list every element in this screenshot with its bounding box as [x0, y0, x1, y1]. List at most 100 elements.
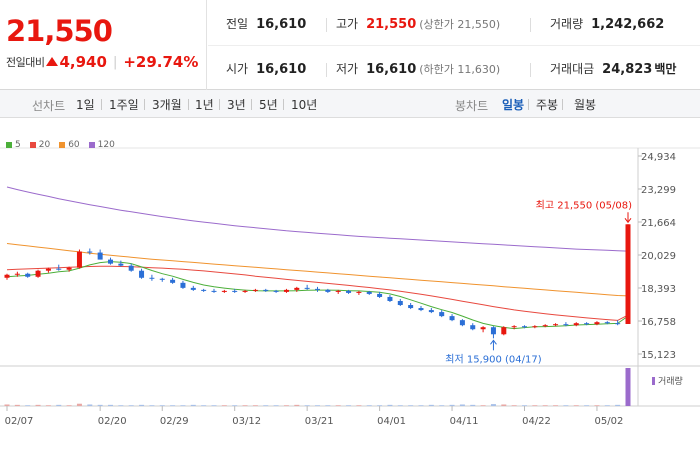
stat-label: 거래대금 — [550, 62, 595, 76]
candle-body — [87, 251, 93, 253]
divider — [144, 99, 145, 110]
volume-bar — [25, 405, 31, 406]
period-3m-button[interactable]: 3개월 — [152, 98, 182, 112]
candle-body — [625, 224, 631, 324]
y-tick-label: 16,758 — [641, 317, 676, 328]
divider — [219, 99, 220, 110]
stat-low: 저가 16,610 (하한가 11,630) — [336, 60, 500, 77]
stat-value: 21,550 — [366, 17, 417, 32]
volume-bar — [553, 405, 559, 406]
volume-bar — [283, 405, 289, 406]
period-1d-button[interactable]: 1일 — [76, 98, 95, 112]
candle-body — [377, 293, 383, 297]
divider — [528, 99, 529, 110]
legend-label: 120 — [97, 140, 115, 150]
candle-body — [356, 291, 362, 293]
low-arrow-head — [490, 339, 497, 345]
candle-body — [201, 289, 207, 291]
volume-bar — [356, 405, 362, 406]
candle-body — [315, 288, 320, 290]
volume-bar — [263, 405, 269, 406]
volume-bar — [118, 405, 124, 406]
volume-bar — [470, 404, 476, 406]
candle-monthly-button[interactable]: 월봉 — [574, 98, 597, 112]
candle-body — [76, 251, 82, 268]
candle-body — [304, 287, 310, 289]
volume-bar — [159, 405, 165, 406]
candle-body — [4, 274, 10, 278]
volume-bar — [459, 404, 465, 406]
candle-body — [542, 325, 548, 327]
candle-body — [108, 259, 113, 264]
volume-bar — [346, 405, 352, 406]
divider — [326, 63, 327, 77]
legend-swatch — [88, 142, 95, 148]
x-tick-label: 02/07 — [5, 416, 34, 427]
volume-bar — [573, 405, 579, 406]
period-5y-button[interactable]: 5년 — [259, 98, 278, 112]
stat-high: 고가 21,550 (상한가 21,550) — [336, 15, 500, 32]
y-tick-label: 15,123 — [641, 350, 676, 361]
candle-body — [397, 300, 403, 306]
volume-bar — [366, 405, 372, 406]
volume-bar — [211, 405, 217, 406]
volume-bar — [532, 405, 538, 406]
period-1y-button[interactable]: 1년 — [195, 98, 214, 112]
volume-bar — [108, 404, 113, 406]
candle-daily-button[interactable]: 일봉 — [502, 98, 525, 112]
candle-body — [346, 290, 352, 293]
x-tick-label: 03/12 — [232, 416, 261, 427]
change-label: 전일대비 — [6, 56, 45, 69]
candle-body — [532, 326, 538, 328]
volume-bar — [428, 404, 434, 406]
chart-toolbar: 선차트 1일 1주일 3개월 1년 3년 5년 10년 봉차트 일봉 주봉 월봉 — [0, 90, 700, 118]
candle-body — [387, 296, 393, 301]
change-percent: +29.74% — [123, 53, 199, 71]
volume-bar — [604, 405, 610, 406]
volume-bar — [387, 404, 393, 406]
candle-body — [418, 308, 424, 311]
candle-body — [615, 323, 621, 325]
volume-bar — [87, 404, 93, 406]
volume-bar — [397, 405, 403, 406]
legend-swatch — [59, 142, 66, 148]
legend-label: 60 — [68, 140, 80, 150]
ma20-line — [6, 265, 629, 321]
y-tick-label: 20,029 — [641, 251, 676, 262]
high-arrow-head — [624, 217, 632, 224]
stat-sub: (하한가 11,630) — [419, 63, 501, 76]
period-1w-button[interactable]: 1주일 — [109, 98, 139, 112]
candle-body — [149, 277, 155, 279]
volume-bar — [45, 405, 51, 406]
candle-body — [190, 287, 196, 290]
line-chart-label: 선차트 — [32, 99, 66, 113]
legend-ma120: 120 — [88, 140, 115, 150]
candle-body — [263, 289, 269, 291]
stat-value: 16,610 — [256, 17, 307, 32]
candle-body — [221, 290, 227, 292]
x-tick-label: 02/20 — [98, 416, 127, 427]
volume-bar — [625, 368, 631, 406]
volume-bar — [97, 404, 103, 406]
candle-body — [511, 326, 517, 328]
candle-body — [97, 252, 103, 260]
volume-bar — [304, 405, 310, 406]
period-3y-button[interactable]: 3년 — [227, 98, 246, 112]
candle-body — [14, 273, 20, 275]
stat-label: 시가 — [226, 62, 249, 76]
candle-body — [584, 323, 590, 325]
candle-body — [490, 327, 496, 335]
divider — [530, 63, 531, 77]
period-10y-button[interactable]: 10년 — [291, 98, 318, 112]
candle-body — [211, 290, 217, 292]
volume-bar — [439, 405, 445, 406]
volume-bar — [325, 405, 331, 406]
candle-weekly-button[interactable]: 주봉 — [536, 98, 559, 112]
stats-divider — [208, 45, 700, 46]
divider — [326, 18, 327, 32]
candle-body — [428, 310, 434, 313]
stock-summary: 21,550 전일대비 4,940 | +29.74% 전일 16,610 고가… — [0, 0, 700, 90]
volume-bar — [594, 405, 600, 406]
candle-body — [501, 327, 507, 335]
price-chart[interactable]: 24,934 23,299 21,664 20,029 18,393 16,758 15,1… — [0, 118, 700, 450]
